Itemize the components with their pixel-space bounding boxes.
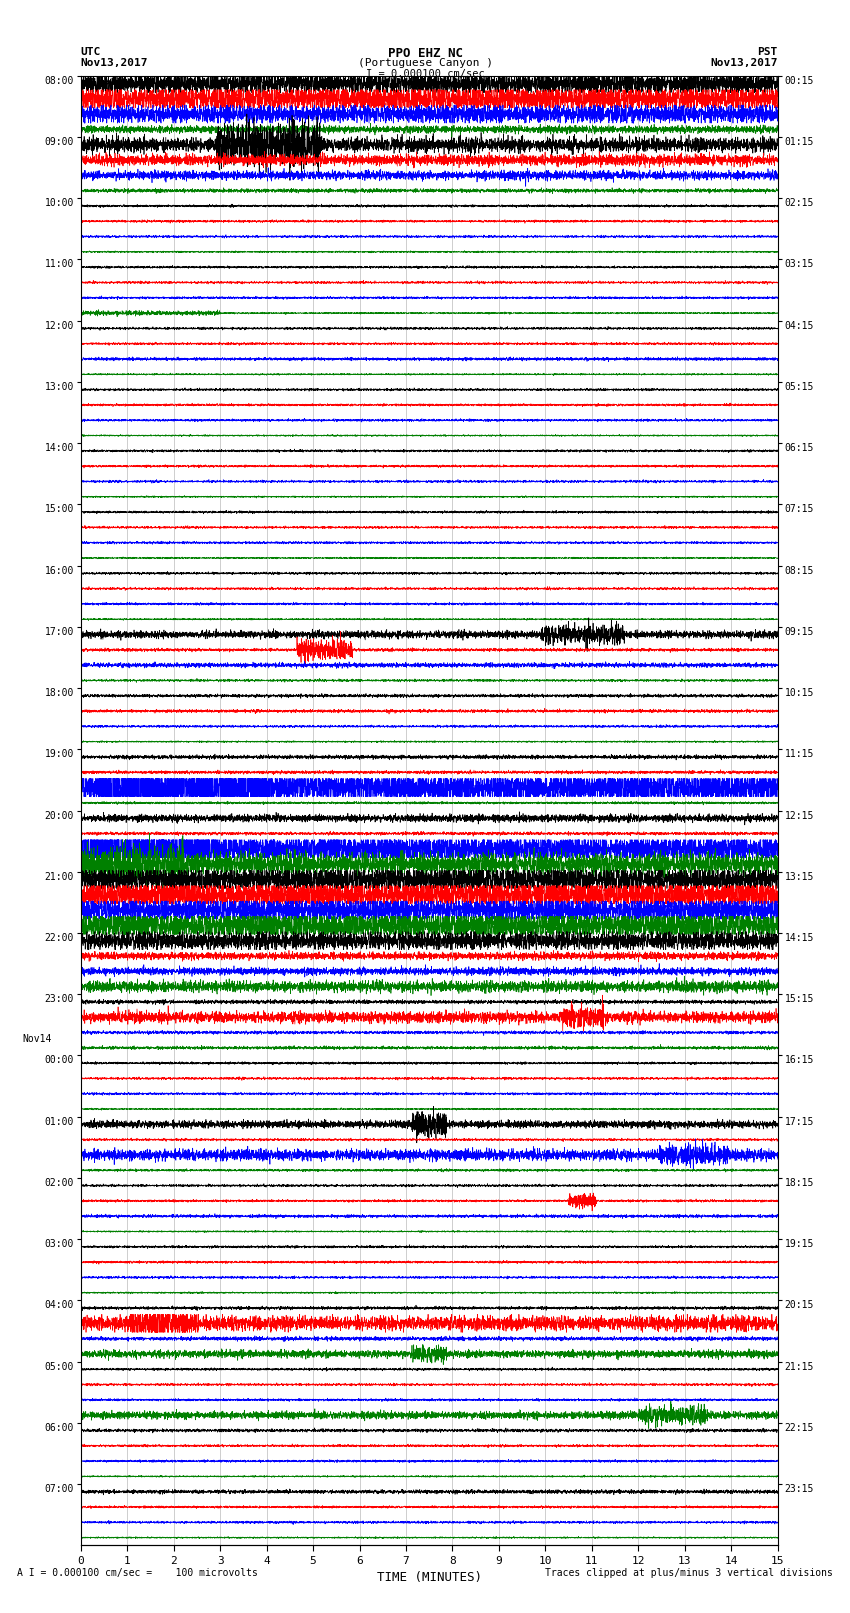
Text: (Portuguese Canyon ): (Portuguese Canyon ) — [358, 58, 492, 68]
Text: Nov13,2017: Nov13,2017 — [81, 58, 148, 68]
Text: Traces clipped at plus/minus 3 vertical divisions: Traces clipped at plus/minus 3 vertical … — [545, 1568, 833, 1578]
Text: I = 0.000100 cm/sec: I = 0.000100 cm/sec — [366, 69, 484, 79]
Text: Nov13,2017: Nov13,2017 — [711, 58, 778, 68]
Text: PST: PST — [757, 47, 778, 56]
Text: UTC: UTC — [81, 47, 101, 56]
Text: A I = 0.000100 cm/sec =    100 microvolts: A I = 0.000100 cm/sec = 100 microvolts — [17, 1568, 258, 1578]
Text: PPO EHZ NC: PPO EHZ NC — [388, 47, 462, 60]
Text: Nov14: Nov14 — [22, 1034, 52, 1044]
X-axis label: TIME (MINUTES): TIME (MINUTES) — [377, 1571, 482, 1584]
